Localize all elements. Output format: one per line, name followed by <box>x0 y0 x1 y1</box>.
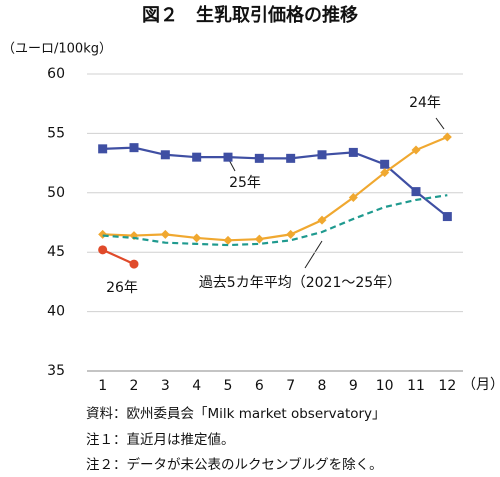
series-line <box>102 135 448 242</box>
x-tick-label: 5 <box>224 378 233 394</box>
x-tick-label: 6 <box>255 378 264 394</box>
marker <box>411 145 421 155</box>
series-label: 過去5カ年平均（2021～25年） <box>199 275 401 291</box>
marker <box>129 143 139 153</box>
marker <box>254 153 264 163</box>
series-label: 25年 <box>229 175 261 191</box>
x-axis-unit: （月） <box>462 377 500 393</box>
x-tick-label: 1 <box>98 378 107 394</box>
series-label: 26年 <box>106 280 138 296</box>
marker <box>411 187 421 197</box>
marker <box>442 212 452 222</box>
marker <box>129 259 139 269</box>
y-tick-label: 45 <box>47 244 65 260</box>
marker <box>317 150 327 160</box>
x-tick-label: 4 <box>192 378 201 394</box>
marker <box>348 147 358 157</box>
series-label: 24年 <box>409 95 441 111</box>
note: 資料：欧州委員会「Milk market observatory」 <box>86 406 386 422</box>
series-line <box>102 146 449 218</box>
x-tick-label: 12 <box>438 378 456 394</box>
y-tick-label: 50 <box>47 185 65 201</box>
chart-title: 図２ 生乳取引価格の推移 <box>142 4 358 26</box>
marker <box>380 168 390 178</box>
marker <box>348 193 358 203</box>
y-tick-label: 35 <box>47 363 65 379</box>
y-axis-label: （ユーロ/100kg） <box>2 42 112 57</box>
marker <box>98 144 108 154</box>
marker <box>223 235 233 245</box>
x-tick-label: 9 <box>349 378 358 394</box>
leader-line <box>435 117 445 130</box>
marker <box>442 132 452 142</box>
x-tick-label: 7 <box>286 378 295 394</box>
marker <box>380 159 390 169</box>
x-tick-label: 10 <box>376 378 394 394</box>
marker <box>98 245 108 255</box>
series-line <box>102 194 448 247</box>
y-tick-label: 40 <box>47 304 65 320</box>
marker <box>160 229 170 239</box>
marker <box>223 152 233 162</box>
series-line <box>102 248 135 266</box>
marker <box>192 152 202 162</box>
leader-line <box>304 240 323 269</box>
note: 注２：データが未公表のルクセンブルグを除く。 <box>86 456 383 473</box>
x-tick-label: 8 <box>318 378 327 394</box>
marker <box>286 229 296 239</box>
x-tick-label: 3 <box>161 378 170 394</box>
marker <box>160 150 170 160</box>
marker <box>317 215 327 225</box>
marker <box>98 229 108 239</box>
y-tick-label: 60 <box>47 66 65 82</box>
x-tick-label: 11 <box>407 378 425 394</box>
marker <box>192 233 202 243</box>
marker <box>254 234 264 244</box>
marker <box>286 153 296 163</box>
y-tick-label: 55 <box>47 125 65 141</box>
note: 注１：直近月は推定値。 <box>86 432 235 448</box>
x-tick-label: 2 <box>130 378 139 394</box>
